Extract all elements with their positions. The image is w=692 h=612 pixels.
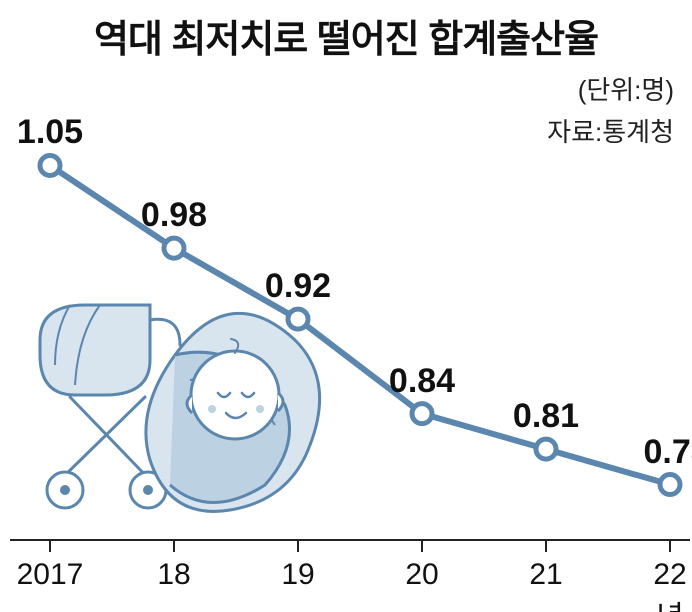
data-label: 0.81 [513,397,579,436]
x-axis-label: 19 [281,558,314,592]
data-label: 0.98 [141,196,207,235]
data-label: 0.78 [644,433,692,472]
x-axis-label: 21 [529,558,562,592]
x-axis-label: 18 [157,558,190,592]
data-label: 0.92 [265,267,331,306]
line-chart [0,0,692,612]
data-label: 0.84 [389,362,455,401]
chart-container: { "title": "역대 최저치로 떨어진 합계출산율", "unit_la… [0,0,692,612]
x-axis-label: 20 [405,558,438,592]
x-axis-label: 22년 [653,558,686,612]
x-axis-label: 2017 [17,558,84,592]
data-label: 1.05 [17,113,83,152]
